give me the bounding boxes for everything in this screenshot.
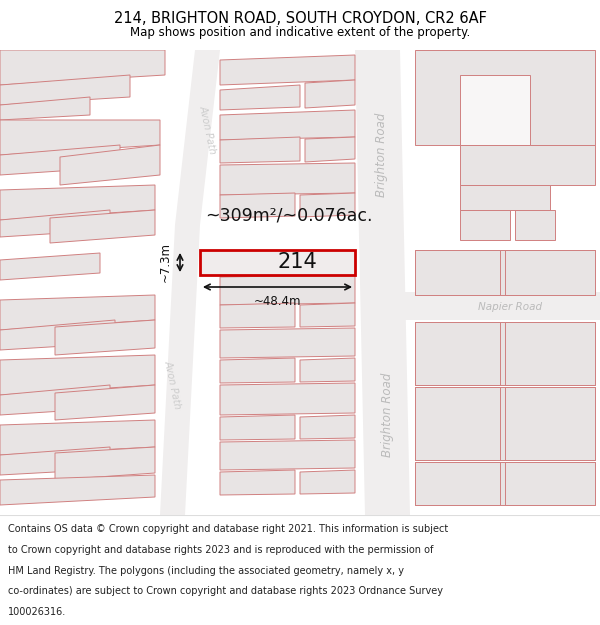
Polygon shape: [55, 447, 155, 480]
Polygon shape: [0, 185, 155, 220]
Polygon shape: [0, 75, 130, 105]
Polygon shape: [0, 120, 160, 155]
Polygon shape: [0, 97, 90, 120]
Text: Avon Path: Avon Path: [198, 105, 218, 155]
Text: 214: 214: [278, 253, 317, 272]
Polygon shape: [220, 415, 295, 440]
Polygon shape: [220, 55, 355, 85]
Polygon shape: [0, 355, 155, 395]
Polygon shape: [515, 210, 555, 240]
Polygon shape: [415, 387, 500, 460]
Polygon shape: [0, 210, 110, 237]
Polygon shape: [505, 462, 595, 505]
Text: ~309m²/~0.076ac.: ~309m²/~0.076ac.: [205, 206, 373, 224]
Polygon shape: [300, 470, 355, 494]
Polygon shape: [55, 320, 155, 355]
Polygon shape: [220, 303, 295, 328]
Text: Contains OS data © Crown copyright and database right 2021. This information is : Contains OS data © Crown copyright and d…: [8, 524, 448, 534]
Text: 100026316.: 100026316.: [8, 608, 66, 618]
Text: co-ordinates) are subject to Crown copyright and database rights 2023 Ordnance S: co-ordinates) are subject to Crown copyr…: [8, 586, 443, 596]
Polygon shape: [505, 387, 595, 460]
Polygon shape: [0, 295, 155, 330]
Polygon shape: [460, 185, 550, 210]
Polygon shape: [355, 50, 410, 515]
Text: Brighton Road: Brighton Road: [376, 112, 389, 198]
Polygon shape: [55, 385, 155, 420]
Polygon shape: [0, 145, 120, 175]
Polygon shape: [220, 383, 355, 415]
Polygon shape: [220, 275, 355, 305]
Polygon shape: [220, 85, 300, 110]
Polygon shape: [305, 80, 355, 108]
Polygon shape: [415, 462, 595, 505]
Polygon shape: [220, 110, 355, 140]
Polygon shape: [415, 250, 595, 295]
Text: 214, BRIGHTON ROAD, SOUTH CROYDON, CR2 6AF: 214, BRIGHTON ROAD, SOUTH CROYDON, CR2 6…: [113, 11, 487, 26]
Polygon shape: [200, 250, 355, 275]
Polygon shape: [0, 420, 155, 455]
Polygon shape: [0, 447, 110, 475]
Polygon shape: [460, 145, 595, 185]
Polygon shape: [415, 50, 595, 145]
Text: HM Land Registry. The polygons (including the associated geometry, namely x, y: HM Land Registry. The polygons (includin…: [8, 566, 404, 576]
Polygon shape: [300, 303, 355, 327]
Polygon shape: [0, 475, 155, 505]
Polygon shape: [415, 462, 500, 505]
Polygon shape: [305, 137, 355, 162]
Polygon shape: [460, 75, 530, 145]
Polygon shape: [415, 387, 595, 460]
Polygon shape: [0, 320, 115, 350]
Polygon shape: [415, 322, 500, 385]
Polygon shape: [220, 137, 300, 163]
Polygon shape: [300, 415, 355, 439]
Polygon shape: [505, 250, 595, 295]
Polygon shape: [160, 225, 200, 515]
Polygon shape: [300, 193, 355, 217]
Polygon shape: [0, 50, 165, 85]
Polygon shape: [0, 385, 110, 415]
Polygon shape: [300, 358, 355, 382]
Text: Avon Path: Avon Path: [163, 360, 183, 410]
Polygon shape: [220, 328, 355, 358]
Text: ~7.3m: ~7.3m: [159, 242, 172, 282]
Polygon shape: [220, 440, 355, 470]
Polygon shape: [220, 163, 355, 195]
Bar: [400, 292, 600, 320]
Polygon shape: [0, 253, 100, 280]
Polygon shape: [415, 322, 595, 385]
Polygon shape: [220, 193, 295, 218]
Text: to Crown copyright and database rights 2023 and is reproduced with the permissio: to Crown copyright and database rights 2…: [8, 545, 433, 555]
Text: Brighton Road: Brighton Road: [382, 372, 395, 458]
Polygon shape: [460, 210, 510, 240]
Polygon shape: [415, 250, 500, 295]
Text: Napier Road: Napier Road: [478, 302, 542, 312]
Polygon shape: [60, 145, 160, 185]
Polygon shape: [505, 322, 595, 385]
Polygon shape: [220, 358, 295, 383]
Text: ~48.4m: ~48.4m: [254, 295, 301, 308]
Polygon shape: [50, 210, 155, 243]
Polygon shape: [175, 50, 220, 225]
Polygon shape: [220, 470, 295, 495]
Text: Map shows position and indicative extent of the property.: Map shows position and indicative extent…: [130, 26, 470, 39]
